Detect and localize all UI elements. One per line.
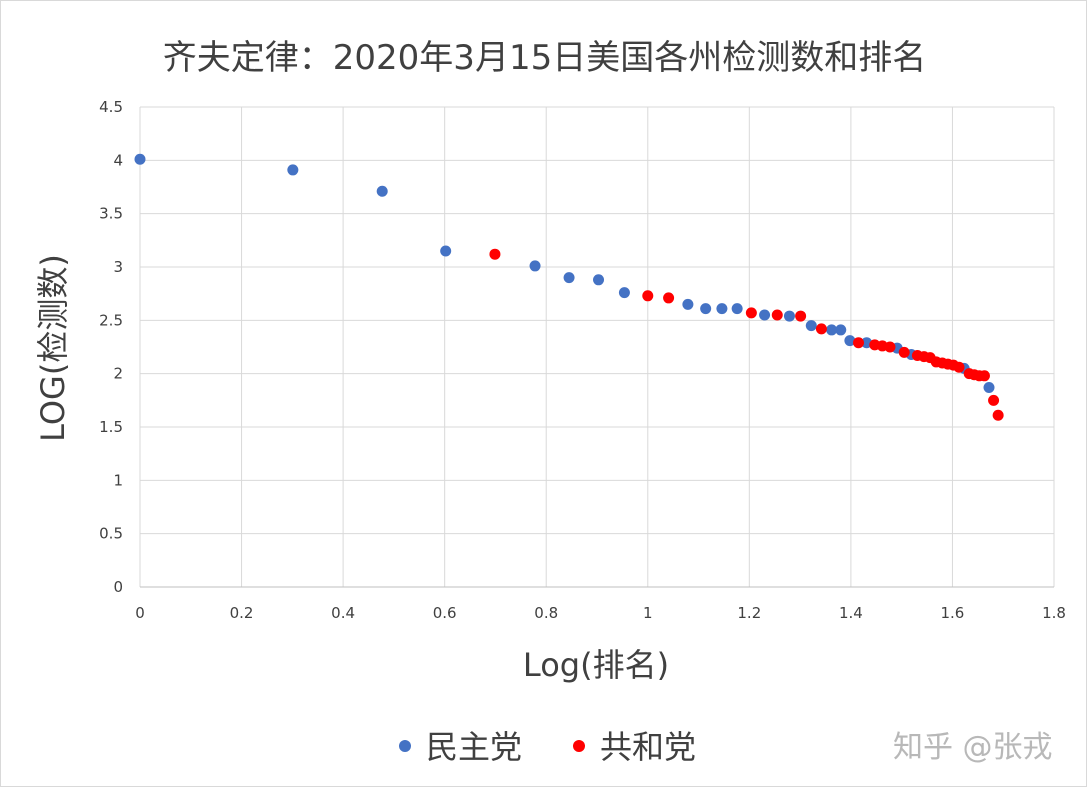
data-point-republican <box>988 394 1000 406</box>
x-tick-label: 1 <box>643 604 653 622</box>
data-point-republican <box>978 370 990 382</box>
y-tick-label: 3 <box>113 258 123 276</box>
y-tick-label: 4 <box>113 151 123 169</box>
data-point-republican <box>771 309 783 321</box>
data-point-democratic <box>618 287 630 299</box>
data-point-democratic <box>731 303 743 315</box>
data-point-republican <box>898 346 910 358</box>
legend-marker <box>399 740 411 752</box>
tick-labels: 0 0.2 0.4 0.6 0.8 1 1.2 1.4 1.6 1.8 0 0.5 1 1.5 2 2.5 3 3… <box>99 98 1066 622</box>
data-point-republican <box>884 341 896 353</box>
data-point-republican <box>853 337 865 349</box>
data-points <box>134 153 1004 421</box>
chart-title: 齐夫定律：2020年3月15日美国各州检测数和排名 <box>162 38 927 78</box>
data-point-democratic <box>983 382 995 394</box>
data-point-democratic <box>376 185 388 197</box>
data-point-republican <box>663 292 675 304</box>
data-point-republican <box>992 409 1004 421</box>
y-tick-label: 0.5 <box>99 525 123 543</box>
data-point-republican <box>795 310 807 322</box>
x-tick-label: 0 <box>135 604 145 622</box>
x-tick-label: 1.6 <box>941 604 965 622</box>
legend-label: 民主党 <box>426 728 522 766</box>
y-tick-label: 1 <box>113 471 123 489</box>
data-point-democratic <box>440 245 452 257</box>
legend-marker <box>573 740 585 752</box>
watermark: 知乎 @张戎 <box>893 730 1053 765</box>
legend-label: 共和党 <box>600 728 696 766</box>
x-axis-label: Log(排名) <box>523 646 669 684</box>
data-point-democratic <box>529 260 541 272</box>
legend: 民主党 共和党 <box>399 728 696 766</box>
data-point-democratic <box>593 274 605 286</box>
data-point-democratic <box>805 320 817 332</box>
data-point-democratic <box>287 164 299 176</box>
data-point-democratic <box>844 335 856 347</box>
x-tick-label: 0.2 <box>230 604 254 622</box>
data-point-democratic <box>826 324 838 336</box>
y-axis-label: LOG(检测数) <box>34 254 72 442</box>
data-point-republican <box>745 307 757 319</box>
data-point-democratic <box>134 153 146 165</box>
y-tick-label: 1.5 <box>99 418 123 436</box>
data-point-republican <box>489 248 501 260</box>
x-tick-label: 1.4 <box>839 604 863 622</box>
data-point-democratic <box>759 309 771 321</box>
data-point-democratic <box>700 303 712 315</box>
data-point-democratic <box>682 298 694 310</box>
x-tick-label: 0.4 <box>331 604 355 622</box>
y-tick-label: 4.5 <box>99 98 123 116</box>
data-point-democratic <box>563 272 575 284</box>
data-point-democratic <box>835 324 847 336</box>
data-point-democratic <box>783 310 795 322</box>
y-tick-label: 2 <box>113 365 123 383</box>
x-tick-label: 0.8 <box>534 604 558 622</box>
x-tick-label: 0.6 <box>433 604 457 622</box>
x-tick-label: 1.2 <box>737 604 761 622</box>
x-tick-label: 1.8 <box>1042 604 1066 622</box>
y-tick-label: 3.5 <box>99 205 123 223</box>
grid-lines <box>139 106 1055 588</box>
data-point-republican <box>815 323 827 335</box>
data-point-republican <box>642 290 654 302</box>
y-tick-label: 0 <box>113 578 123 596</box>
data-point-republican <box>953 361 965 373</box>
data-point-democratic <box>716 303 728 315</box>
y-tick-label: 2.5 <box>99 311 123 329</box>
